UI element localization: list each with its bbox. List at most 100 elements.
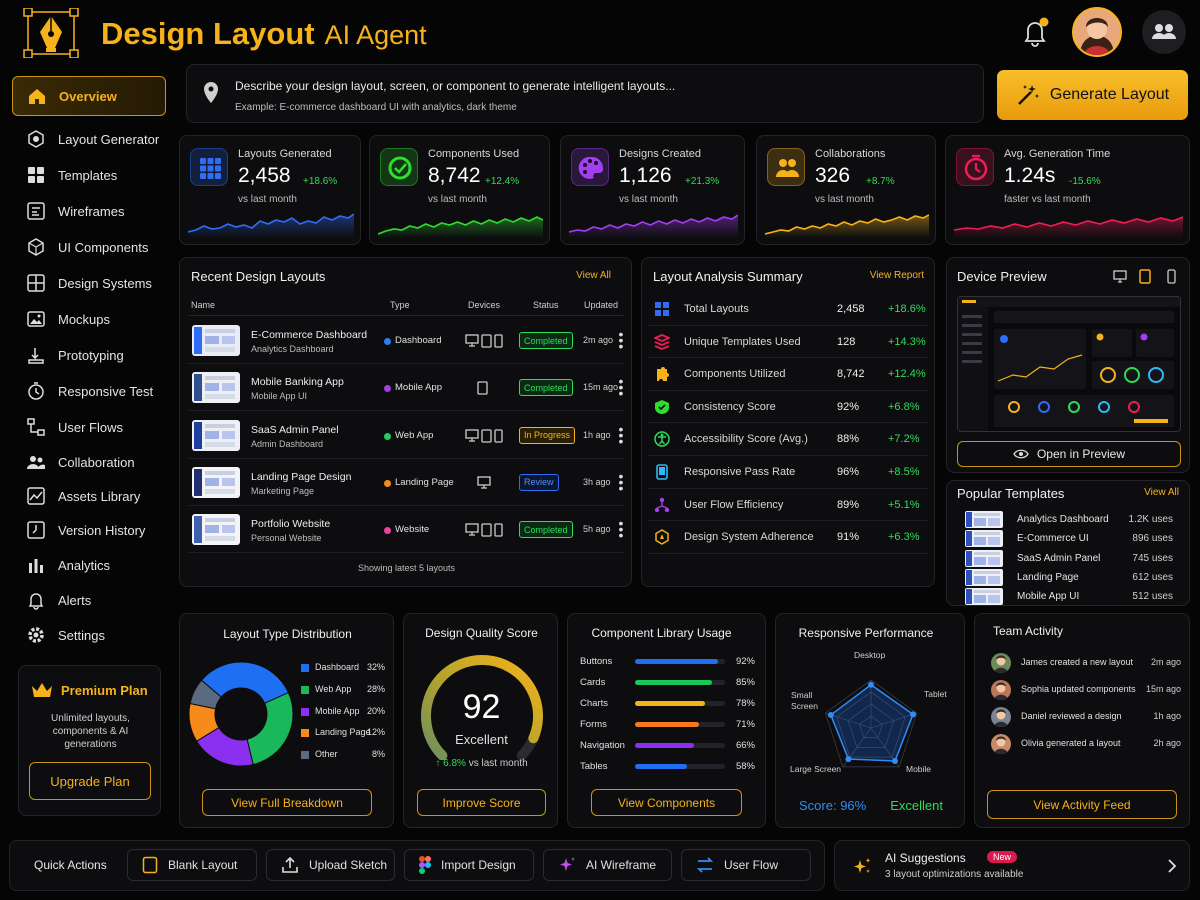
view-report-link[interactable]: View Report <box>869 270 924 281</box>
more-options-icon[interactable]: • • • <box>618 420 624 449</box>
library-bar-fill <box>635 659 718 664</box>
sidebar-item-overview[interactable]: Overview <box>12 76 166 116</box>
analysis-row[interactable]: Unique Templates Used 128 +14.3% <box>648 326 928 359</box>
sidebar-item-settings[interactable]: Settings <box>12 618 166 652</box>
legend-pct: 32% <box>366 662 385 672</box>
gauge-fill <box>421 655 543 760</box>
sidebar-item-alerts[interactable]: Alerts <box>12 583 166 617</box>
activity-item[interactable]: Sophia updated components 15m ago <box>991 680 1181 700</box>
crown-icon <box>32 683 52 697</box>
view-full-breakdown-button[interactable]: View Full Breakdown <box>202 789 372 816</box>
sidebar-item-ui-components[interactable]: UI Components <box>12 230 166 264</box>
popular-view-all[interactable]: View All <box>1144 487 1179 498</box>
open-in-preview-button[interactable]: Open in Preview <box>957 441 1181 467</box>
ai-wireframe-button[interactable]: AI Wireframe <box>543 849 672 881</box>
user-flow-button[interactable]: User Flow <box>681 849 811 881</box>
sparkline <box>188 213 354 238</box>
library-label: Buttons <box>580 656 613 667</box>
stat-card[interactable]: Avg. Generation Time 1.24s -15.6% faster vs… <box>945 135 1190 245</box>
layout-type: Mobile App <box>395 382 443 394</box>
legend-label: Web App <box>315 683 352 694</box>
donut-slice[interactable] <box>246 691 294 766</box>
stat-title: Collaborations <box>815 148 886 160</box>
generate-layout-button[interactable]: Generate Layout <box>997 70 1188 120</box>
stat-card[interactable]: Designs Created 1,126 +21.3% vs last month <box>560 135 745 245</box>
devices-icons <box>465 334 503 348</box>
view-all-link[interactable]: View All <box>576 270 611 281</box>
desktop-icon[interactable] <box>1113 270 1127 283</box>
status-badge: Completed <box>519 379 573 397</box>
sidebar-item-responsive-test[interactable]: Responsive Test <box>12 374 166 408</box>
view-components-button[interactable]: View Components <box>591 789 742 816</box>
table-row[interactable]: Portfolio Website Personal Website Website… <box>188 506 624 554</box>
tablet-icon[interactable] <box>1139 269 1151 284</box>
sidebar-item-prototyping[interactable]: Prototyping <box>12 338 166 372</box>
sidebar-item-layout-generator[interactable]: Layout Generator <box>12 122 166 156</box>
activity-item[interactable]: Olivia generated a layout 2h ago <box>991 734 1181 754</box>
blank-layout-button[interactable]: Blank Layout <box>127 849 257 881</box>
mobile-icon[interactable] <box>1167 269 1176 284</box>
ai-suggestions-card[interactable]: AI Suggestions New 3 layout optimization… <box>834 840 1190 891</box>
chevron-right-icon[interactable] <box>1167 859 1177 873</box>
analysis-row[interactable]: Consistency Score 92% +6.8% <box>648 391 928 424</box>
library-bar-fill <box>635 743 695 748</box>
more-options-icon[interactable]: • • • <box>618 467 624 496</box>
improve-score-button[interactable]: Improve Score <box>417 789 546 816</box>
sidebar-item-mockups[interactable]: Mockups <box>12 302 166 336</box>
type-dot <box>384 479 391 487</box>
sidebar-item-user-flows[interactable]: User Flows <box>12 410 166 444</box>
activity-item[interactable]: Daniel reviewed a design 1h ago <box>991 707 1181 727</box>
template-item[interactable]: SaaS Admin Panel 745 uses <box>947 549 1191 568</box>
analysis-row[interactable]: User Flow Efficiency 89% +5.1% <box>648 489 928 522</box>
library-row: Tables 58% <box>580 760 755 774</box>
prompt-bar[interactable]: Describe your design layout, screen, or … <box>186 64 984 123</box>
template-item[interactable]: Analytics Dashboard 1.2K uses <box>947 510 1191 529</box>
bell-icon[interactable] <box>1020 16 1050 48</box>
upload-sketch-button[interactable]: Upload Sketch <box>266 849 395 881</box>
metric-value: 2,458 <box>837 303 865 315</box>
donut-slice[interactable] <box>200 661 290 704</box>
sidebar: Overview Layout Generator Templates Wire… <box>0 70 178 840</box>
type-dot <box>384 338 391 345</box>
upgrade-plan-button[interactable]: Upgrade Plan <box>29 762 151 800</box>
swap-icon <box>696 857 714 873</box>
template-item[interactable]: Mobile App UI 512 uses <box>947 587 1191 606</box>
sidebar-item-collaboration[interactable]: Collaboration <box>12 445 166 479</box>
table-row[interactable]: Mobile Banking App Mobile App UI Mobile Ap… <box>188 364 624 412</box>
devices-icons <box>477 476 491 489</box>
donut-slice[interactable] <box>189 679 222 710</box>
activity-item[interactable]: James created a new layout 2m ago <box>991 653 1181 673</box>
table-row[interactable]: E-Commerce Dashboard Analytics Dashboard D… <box>188 317 624 364</box>
team-icon[interactable] <box>1142 10 1186 54</box>
metric-label: User Flow Efficiency <box>684 498 784 511</box>
user-avatar[interactable] <box>1072 7 1122 57</box>
table-row[interactable]: SaaS Admin Panel Admin Dashboard Web App In… <box>188 412 624 459</box>
sidebar-item-templates[interactable]: Templates <box>12 158 166 192</box>
sidebar-item-wireframes[interactable]: Wireframes <box>12 194 166 228</box>
stat-card[interactable]: Components Used 8,742 +12.4% vs last month <box>369 135 550 245</box>
template-item[interactable]: E-Commerce UI 896 uses <box>947 529 1191 548</box>
layout-type: Web App <box>395 429 434 441</box>
more-options-icon[interactable]: • • • <box>618 326 624 354</box>
metric-label: Responsive Pass Rate <box>684 466 796 478</box>
layout-subtitle: Analytics Dashboard <box>251 344 334 354</box>
sidebar-item-assets-library[interactable]: Assets Library <box>12 479 166 513</box>
more-options-icon[interactable]: • • • <box>618 373 624 402</box>
analysis-row[interactable]: Design System Adherence 91% +6.3% <box>648 521 928 554</box>
more-options-icon[interactable]: • • • <box>618 515 624 544</box>
sidebar-item-version-history[interactable]: Version History <box>12 513 166 547</box>
analysis-row[interactable]: Total Layouts 2,458 +18.6% <box>648 293 928 326</box>
template-thumbnail <box>965 511 1003 528</box>
import-design-button[interactable]: Import Design <box>404 849 534 881</box>
activity-text: James created a new layout <box>1021 657 1134 667</box>
stat-card[interactable]: Layouts Generated 2,458 +18.6% vs last mont… <box>179 135 361 245</box>
analysis-row[interactable]: Accessibility Score (Avg.) 88% +7.2% <box>648 423 928 456</box>
analysis-row[interactable]: Components Utilized 8,742 +12.4% <box>648 358 928 391</box>
sidebar-item-analytics[interactable]: Analytics <box>12 548 166 582</box>
view-activity-feed-button[interactable]: View Activity Feed <box>987 790 1177 819</box>
analysis-row[interactable]: Responsive Pass Rate 96% +8.5% <box>648 456 928 489</box>
template-item[interactable]: Landing Page 612 uses <box>947 568 1191 587</box>
table-row[interactable]: Landing Page Design Marketing Page Landing… <box>188 459 624 506</box>
stat-card[interactable]: Collaborations 326 +8.7% vs last month <box>756 135 936 245</box>
sidebar-item-design-systems[interactable]: Design Systems <box>12 266 166 300</box>
